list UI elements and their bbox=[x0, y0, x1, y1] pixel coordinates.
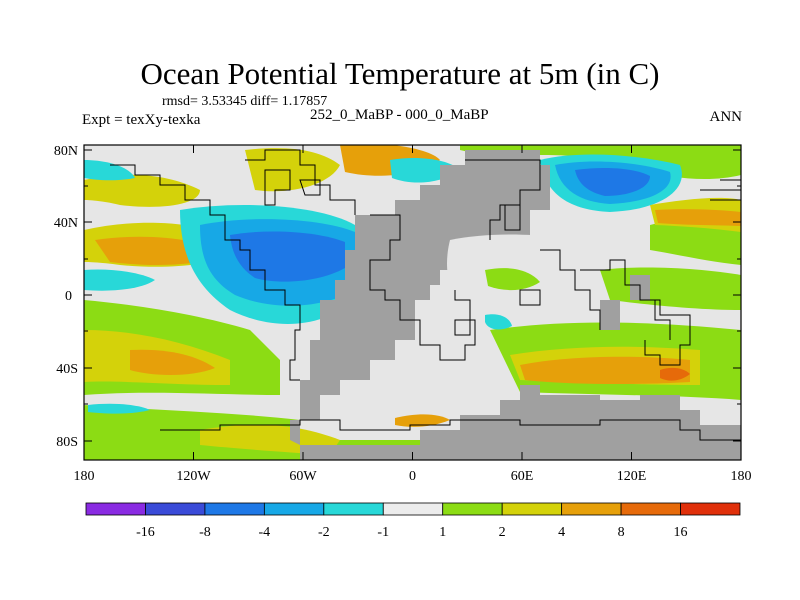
colorbar-swatch bbox=[501, 502, 563, 516]
lon-label-60w: 60W bbox=[289, 469, 317, 484]
latitude-labels: 80N 40N 0 40S 80S bbox=[54, 144, 78, 450]
season-label: ANN bbox=[709, 109, 743, 125]
colorbar-label: -16 bbox=[136, 525, 155, 540]
lon-label-0: 0 bbox=[409, 469, 416, 484]
colorbar-label: 1 bbox=[439, 525, 446, 540]
lat-label-40s: 40S bbox=[56, 362, 78, 377]
map-title: Ocean Potential Temperature at 5m (in C) bbox=[140, 56, 660, 91]
stats-line: rmsd= 3.53345 diff= 1.17857 bbox=[162, 94, 328, 109]
experiment-label: Expt = texXy-texka bbox=[82, 112, 201, 128]
lat-label-80n: 80N bbox=[54, 144, 78, 159]
colorbar-label: 8 bbox=[618, 525, 625, 540]
comparison-label: 252_0_MaBP - 000_0_MaBP bbox=[310, 107, 489, 123]
lon-label-60e: 60E bbox=[511, 469, 534, 484]
colorbar-label: -8 bbox=[199, 525, 211, 540]
colorbar-label: 4 bbox=[558, 525, 565, 540]
latitude-ticks bbox=[84, 149, 741, 442]
lon-label-120e: 120E bbox=[617, 469, 647, 484]
lon-label-120w: 120W bbox=[176, 469, 211, 484]
colorbar-swatch bbox=[85, 502, 146, 516]
colorbar-swatch bbox=[145, 502, 206, 516]
longitude-ticks bbox=[83, 145, 742, 460]
lon-label-180e: 180 bbox=[731, 469, 752, 484]
colorbar-swatch bbox=[680, 502, 741, 516]
lat-label-40n: 40N bbox=[54, 216, 78, 231]
coastlines bbox=[110, 149, 741, 441]
colorbar-swatch bbox=[204, 502, 265, 516]
colorbar-label: 16 bbox=[674, 525, 688, 540]
colorbar-swatch bbox=[382, 502, 444, 516]
colorbar: -16 -8 -4 -2 -1 1 2 4 8 16 bbox=[85, 502, 741, 540]
colorbar-label: 2 bbox=[499, 525, 506, 540]
colorbar-swatch bbox=[442, 502, 503, 516]
colorbar-label: -4 bbox=[259, 525, 271, 540]
lat-label-80s: 80S bbox=[56, 435, 78, 450]
map-field bbox=[84, 145, 741, 460]
colorbar-label: -2 bbox=[318, 525, 330, 540]
colorbar-swatch bbox=[620, 502, 681, 516]
longitude-labels: 180 120W 60W 0 60E 120E 180 bbox=[74, 469, 752, 484]
colorbar-label: -1 bbox=[377, 525, 389, 540]
colorbar-swatch bbox=[561, 502, 622, 516]
colorbar-swatch bbox=[263, 502, 325, 516]
lat-label-0: 0 bbox=[65, 289, 72, 304]
colorbar-swatch bbox=[323, 502, 384, 516]
lon-label-180w: 180 bbox=[74, 469, 95, 484]
